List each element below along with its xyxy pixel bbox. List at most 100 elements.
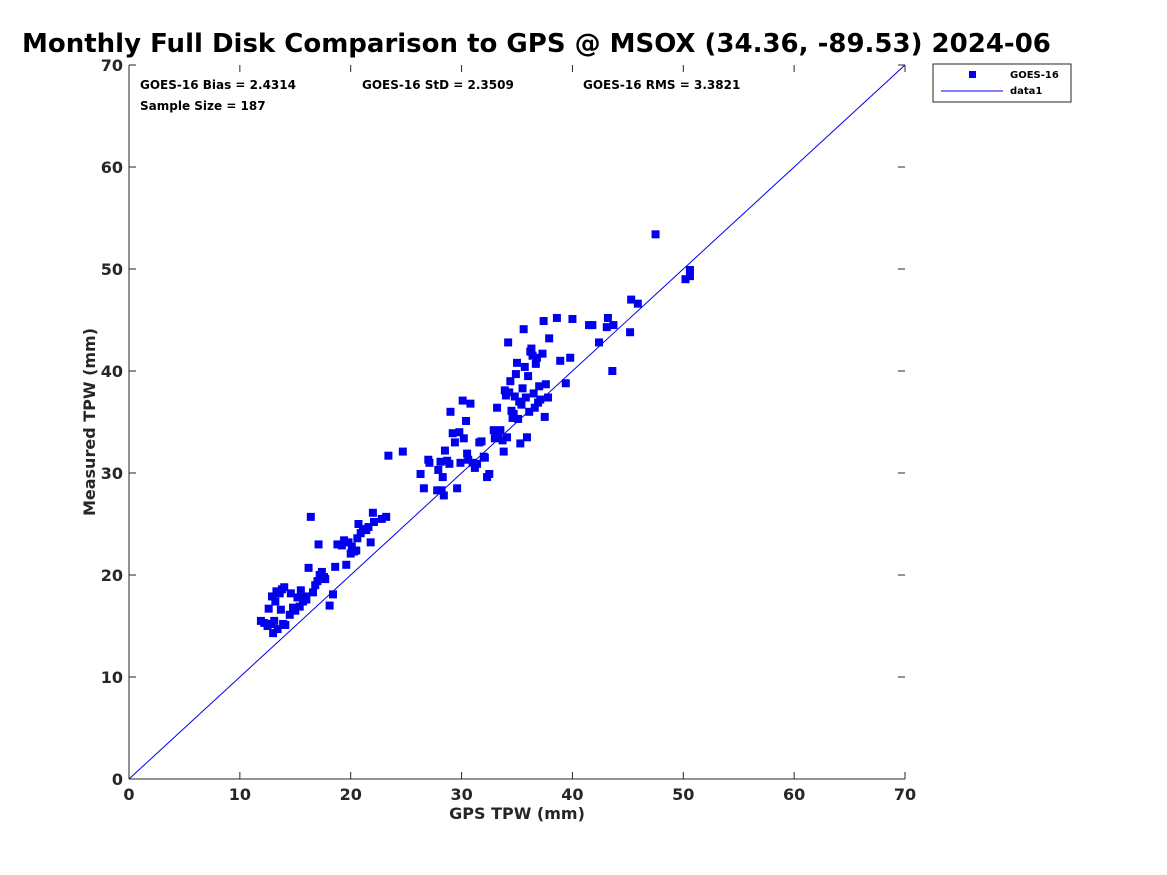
data-point bbox=[524, 372, 533, 381]
data-point bbox=[608, 367, 617, 375]
data-point bbox=[366, 538, 375, 547]
data-point bbox=[377, 514, 386, 523]
data-point bbox=[513, 358, 521, 367]
data-point bbox=[517, 400, 526, 409]
data-point bbox=[561, 379, 570, 388]
data-point bbox=[296, 586, 305, 595]
data-point bbox=[521, 393, 530, 402]
data-point bbox=[527, 344, 536, 353]
data-point bbox=[440, 446, 449, 455]
x-axis-label: GPS TPW (mm) bbox=[449, 804, 585, 823]
data-point bbox=[545, 334, 554, 343]
data-point bbox=[530, 403, 539, 412]
data-point bbox=[468, 458, 477, 467]
data-point bbox=[505, 388, 514, 397]
data-point bbox=[456, 458, 465, 467]
y-tick-label: 50 bbox=[101, 260, 123, 279]
data-point bbox=[275, 589, 284, 598]
legend: GOES-16 data1 bbox=[932, 63, 1072, 103]
data-point bbox=[448, 429, 457, 438]
data-point bbox=[508, 413, 517, 422]
data-point bbox=[313, 577, 322, 586]
x-tick-label: 30 bbox=[450, 785, 472, 804]
data-point bbox=[269, 629, 278, 638]
data-point bbox=[273, 625, 282, 634]
y-tick-label: 20 bbox=[101, 566, 123, 585]
data-point bbox=[499, 447, 508, 456]
data-point bbox=[528, 351, 537, 360]
data-point bbox=[434, 465, 443, 474]
y-axis-label: Measured TPW (mm) bbox=[80, 328, 99, 516]
data-point bbox=[382, 512, 391, 521]
data-point bbox=[480, 453, 489, 462]
data-point bbox=[353, 534, 362, 543]
y-tick-label: 40 bbox=[101, 362, 123, 381]
data-point bbox=[568, 314, 577, 323]
data-point bbox=[509, 409, 518, 418]
data-point bbox=[538, 349, 547, 358]
data-point bbox=[281, 620, 290, 629]
data-point bbox=[455, 428, 464, 437]
y-tick-label: 10 bbox=[101, 668, 123, 687]
data-point bbox=[510, 392, 519, 401]
data-point bbox=[291, 606, 300, 615]
data-point bbox=[286, 589, 295, 598]
data-point bbox=[436, 457, 445, 466]
data-point bbox=[681, 275, 690, 284]
data-point bbox=[433, 486, 442, 495]
data-point bbox=[539, 317, 548, 326]
legend-label-goes16: GOES-16 bbox=[1010, 70, 1059, 81]
y-tick-label: 30 bbox=[101, 464, 123, 483]
data-point bbox=[270, 616, 279, 625]
data-point bbox=[626, 328, 635, 337]
x-tick-label: 20 bbox=[340, 785, 362, 804]
data-point bbox=[529, 389, 538, 398]
data-point bbox=[419, 484, 428, 493]
data-point bbox=[337, 541, 346, 550]
data-point bbox=[685, 266, 694, 275]
data-point bbox=[609, 321, 618, 330]
data-point bbox=[566, 353, 575, 362]
data-point bbox=[627, 295, 636, 304]
data-point bbox=[354, 520, 363, 528]
data-point bbox=[293, 593, 302, 602]
data-point bbox=[369, 517, 378, 526]
data-point bbox=[518, 384, 527, 393]
data-point bbox=[445, 459, 454, 468]
data-point bbox=[532, 353, 541, 362]
data-point bbox=[314, 540, 323, 549]
stat-sample-size: Sample Size = 187 bbox=[140, 99, 266, 113]
data-point bbox=[525, 407, 534, 416]
data-point bbox=[264, 604, 273, 613]
data-point bbox=[364, 523, 373, 532]
series-goes16 bbox=[256, 230, 694, 638]
data-point bbox=[285, 610, 294, 619]
data-point bbox=[494, 433, 503, 442]
data-point bbox=[462, 416, 471, 425]
data-point bbox=[280, 583, 289, 592]
data-point bbox=[450, 438, 459, 447]
data-point bbox=[459, 434, 468, 443]
data-point bbox=[340, 536, 349, 545]
x-tick-label: 0 bbox=[123, 785, 134, 804]
data-point bbox=[311, 581, 320, 590]
data-point bbox=[544, 393, 553, 402]
stat-std: GOES-16 StD = 2.3509 bbox=[362, 78, 514, 92]
plot-area: 0 10 20 30 40 50 60 70 0 10 20 30 40 50 60 70 bbox=[101, 56, 916, 804]
data-point bbox=[511, 370, 520, 379]
data-point bbox=[651, 230, 660, 239]
data-point bbox=[470, 463, 479, 472]
data-point bbox=[595, 338, 604, 347]
data-point bbox=[500, 386, 509, 395]
data-point bbox=[446, 407, 455, 416]
data-point bbox=[536, 395, 545, 404]
data-point bbox=[496, 426, 505, 435]
legend-box bbox=[932, 63, 1072, 103]
data-point bbox=[519, 325, 528, 334]
data-point bbox=[493, 403, 502, 412]
data-point bbox=[552, 313, 561, 322]
data-point bbox=[535, 382, 544, 391]
data-point bbox=[633, 299, 642, 308]
data-point bbox=[463, 449, 472, 458]
